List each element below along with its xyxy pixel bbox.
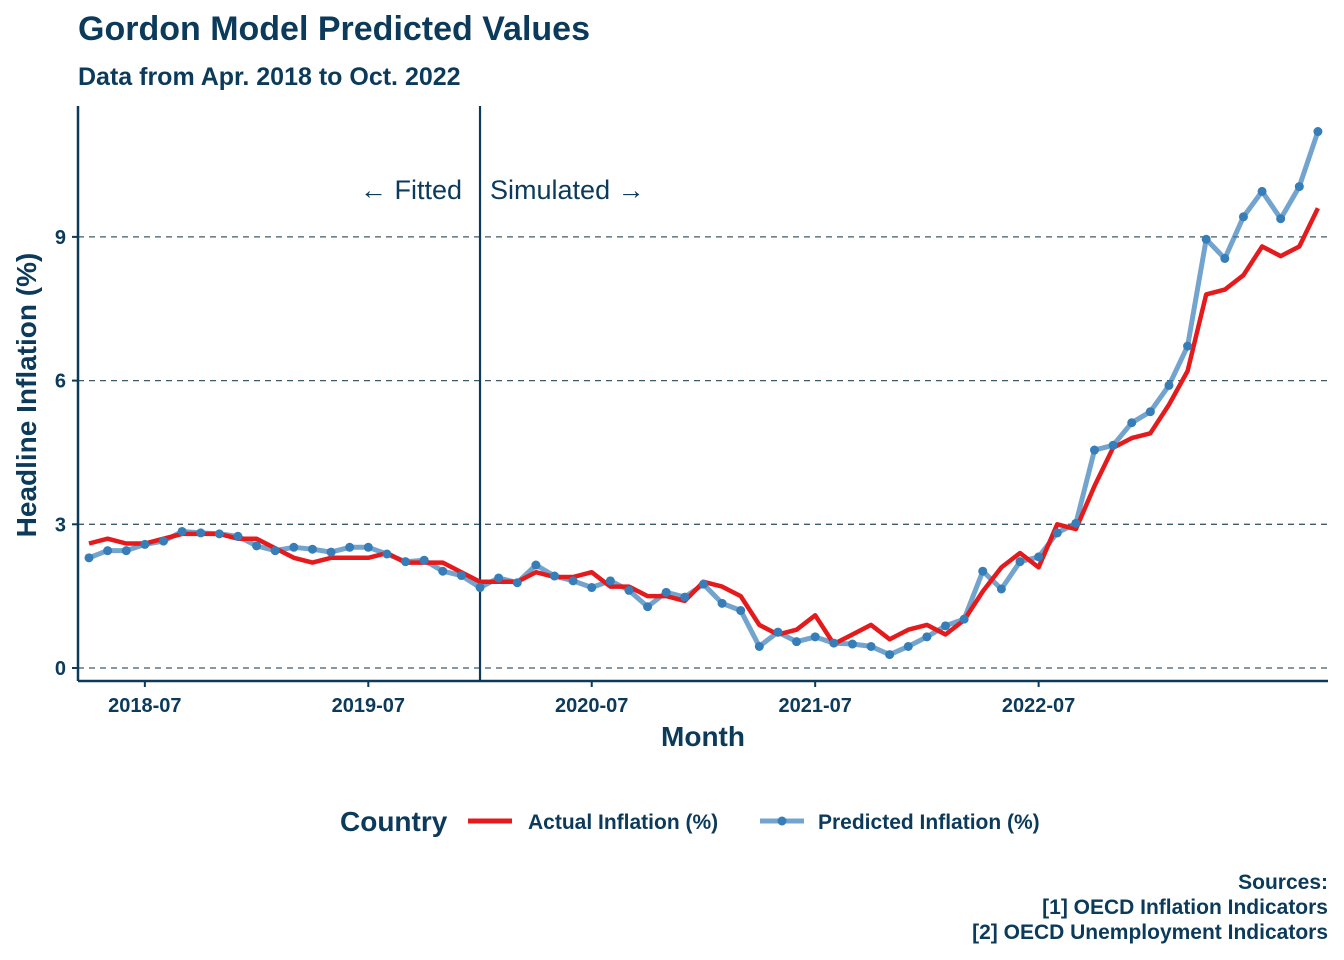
x-tick-label: 2018-07 — [108, 695, 181, 717]
data-point-predicted — [847, 639, 857, 649]
caption-line: [1] OECD Inflation Indicators — [1042, 896, 1328, 919]
series-group — [84, 127, 1323, 660]
gridlines — [78, 236, 1328, 669]
data-point-predicted — [1089, 445, 1099, 455]
data-point-predicted — [717, 598, 727, 608]
y-tick-label: 6 — [55, 371, 66, 393]
caption: Sources: [1] OECD Inflation Indicators [… — [972, 871, 1328, 944]
fitted-annotation: ← Fitted — [360, 175, 462, 205]
data-point-predicted — [736, 606, 746, 616]
data-point-predicted — [1164, 380, 1174, 390]
data-point-predicted — [996, 584, 1006, 594]
caption-line: Sources: — [1238, 871, 1328, 894]
data-point-predicted — [1294, 182, 1304, 192]
y-tick-label: 3 — [55, 514, 66, 536]
x-axis-title: Month — [661, 721, 745, 752]
x-tick-label: 2021-07 — [778, 695, 851, 717]
data-point-predicted — [1052, 528, 1062, 538]
chart-subtitle: Data from Apr. 2018 to Oct. 2022 — [78, 63, 461, 91]
x-tick-label: 2019-07 — [332, 695, 405, 717]
data-point-predicted — [419, 555, 429, 565]
data-point-predicted — [233, 531, 243, 541]
data-point-predicted — [1127, 418, 1137, 428]
data-point-predicted — [810, 632, 820, 642]
data-point-predicted — [829, 638, 839, 648]
data-point-predicted — [1201, 234, 1211, 244]
data-point-predicted — [494, 573, 504, 583]
data-point-predicted — [754, 641, 764, 651]
data-point-predicted — [1108, 440, 1118, 450]
data-point-predicted — [475, 583, 485, 593]
data-point-predicted — [438, 566, 448, 576]
x-tick-label: 2020-07 — [555, 695, 628, 717]
data-point-predicted — [177, 526, 187, 536]
legend: Country Actual Inflation (%) Predicted I… — [340, 806, 1040, 837]
data-point-predicted — [456, 571, 466, 581]
data-point-predicted — [512, 578, 522, 588]
legend-point-predicted — [777, 816, 787, 826]
data-point-predicted — [103, 546, 113, 556]
data-point-predicted — [1071, 518, 1081, 528]
data-point-predicted — [661, 587, 671, 597]
data-point-predicted — [587, 583, 597, 593]
data-point-predicted — [401, 557, 411, 567]
data-point-predicted — [1276, 214, 1286, 224]
data-point-predicted — [680, 592, 690, 602]
y-axis-title: Headline Inflation (%) — [11, 253, 42, 538]
data-point-predicted — [1238, 212, 1248, 222]
data-point-predicted — [624, 585, 634, 595]
data-point-predicted — [1220, 253, 1230, 263]
data-point-predicted — [289, 542, 299, 552]
data-point-predicted — [792, 637, 802, 647]
data-point-predicted — [922, 632, 932, 642]
chart-title: Gordon Model Predicted Values — [78, 10, 590, 48]
simulated-annotation: Simulated → — [490, 175, 645, 205]
data-point-predicted — [773, 627, 783, 637]
data-point-predicted — [307, 544, 317, 554]
data-point-predicted — [866, 641, 876, 651]
y-axis-ticks: 0 3 6 9 — [55, 227, 78, 680]
data-point-predicted — [885, 650, 895, 660]
data-point-predicted — [140, 539, 150, 549]
data-point-predicted — [698, 579, 708, 589]
data-point-predicted — [363, 542, 373, 552]
data-point-predicted — [605, 576, 615, 586]
data-point-predicted — [959, 614, 969, 624]
data-point-predicted — [196, 528, 206, 538]
data-point-predicted — [941, 621, 951, 631]
data-point-predicted — [531, 560, 541, 570]
data-point-predicted — [252, 541, 262, 551]
data-point-predicted — [643, 602, 653, 612]
x-axis-ticks: 2018-07 2019-07 2020-07 2021-07 2022-07 — [108, 681, 1075, 717]
data-point-predicted — [84, 553, 94, 563]
data-point-predicted — [345, 542, 355, 552]
x-tick-label: 2022-07 — [1002, 695, 1075, 717]
data-point-predicted — [903, 641, 913, 651]
legend-label-predicted: Predicted Inflation (%) — [818, 811, 1040, 834]
series-line-predicted — [88, 130, 1321, 658]
data-point-predicted — [158, 536, 168, 546]
data-point-predicted — [978, 566, 988, 576]
data-point-predicted — [326, 547, 336, 557]
data-point-predicted — [1313, 127, 1323, 137]
y-tick-label: 0 — [55, 658, 66, 680]
legend-label-actual: Actual Inflation (%) — [528, 811, 718, 834]
data-point-predicted — [1015, 557, 1025, 567]
data-point-predicted — [121, 546, 131, 556]
data-point-predicted — [1183, 341, 1193, 351]
data-point-predicted — [214, 529, 224, 539]
data-point-predicted — [1145, 407, 1155, 417]
data-point-predicted — [568, 576, 578, 586]
y-tick-label: 9 — [55, 227, 66, 249]
data-point-predicted — [382, 549, 392, 559]
data-point-predicted — [550, 571, 559, 581]
data-point-predicted — [1034, 552, 1044, 562]
legend-title: Country — [340, 806, 448, 837]
data-point-predicted — [1257, 186, 1267, 196]
caption-line: [2] OECD Unemployment Indicators — [972, 921, 1328, 944]
data-point-predicted — [270, 546, 280, 556]
